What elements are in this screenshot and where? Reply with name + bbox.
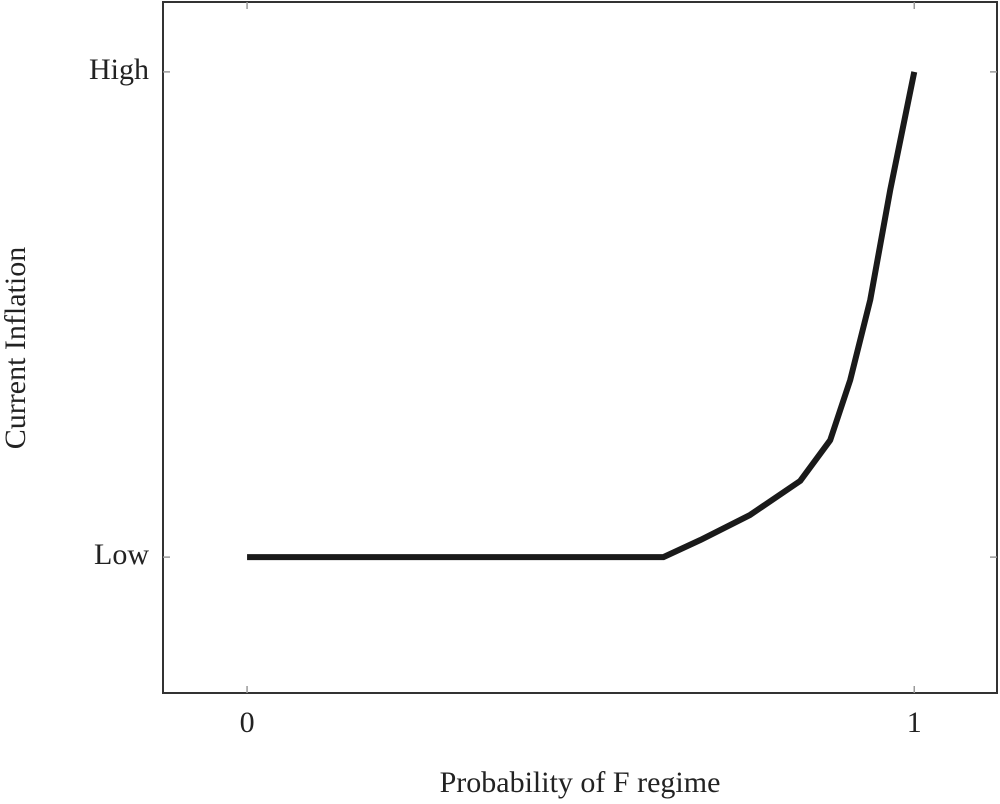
- x-tick-label: 1: [907, 706, 922, 739]
- x-axis-label: Probability of F regime: [440, 766, 721, 799]
- y-tick-label: Low: [94, 538, 149, 571]
- y-axis-label: Current Inflation: [0, 247, 32, 449]
- data-line: [247, 71, 918, 561]
- plot-frame: [162, 1, 998, 694]
- x-tick-label: 0: [240, 706, 255, 739]
- y-tick-label: High: [89, 53, 149, 86]
